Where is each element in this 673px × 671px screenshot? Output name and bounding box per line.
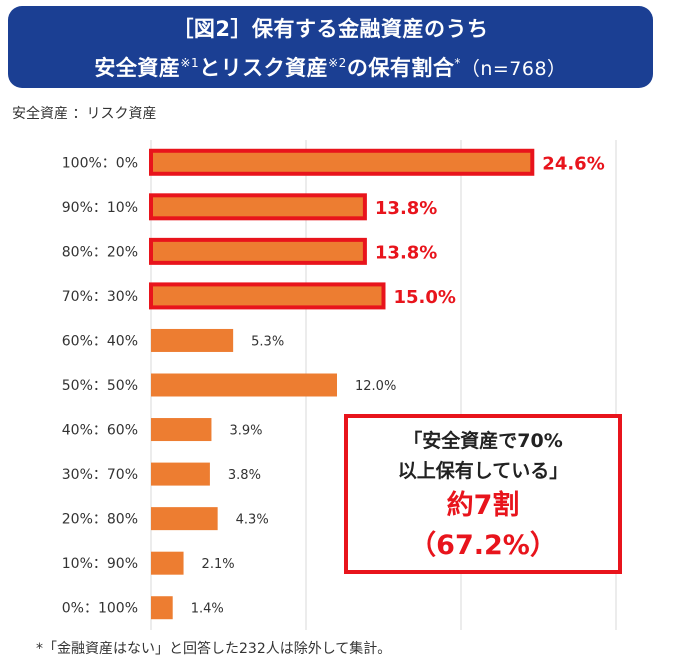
title-line-1: ［図2］保有する金融資産のうち [172,17,489,41]
category-label: 0%：100% [62,601,138,617]
callout-line-1: 「安全資産で70% [403,430,563,452]
value-label: 24.6% [542,153,604,174]
title-risk-assets: とリスク資産 [199,56,329,80]
title-note-2: ※2 [328,56,347,70]
footnote: *「金融資産はない」と回答した232人は除外して集計。 [36,641,392,657]
category-label: 30%：70% [62,467,138,483]
bar [151,462,210,486]
callout-percentage: （67.2%） [409,530,557,561]
category-label: 10%：90% [62,556,138,572]
bar [151,507,218,531]
value-label: 4.3% [236,513,269,528]
bar [151,373,337,397]
bar [151,551,184,575]
bar [149,237,367,265]
title-ratio: の保有割合 [346,56,455,80]
chart-title: ［図2］保有する金融資産のうち 安全資産※1とリスク資産※2の保有割合*（n=7… [8,6,653,88]
value-label: 12.0% [355,379,396,394]
title-sample-size: （n=768） [460,58,567,80]
category-label: 40%：60% [62,423,138,439]
bar [149,282,386,310]
category-label: 20%：80% [62,512,138,528]
category-label: 70%：30% [62,289,138,305]
labels: 100%：0% 24.6% 90%：10% 13.8% 80%：20% 13.8% 70%：… [62,153,605,616]
value-label: 5.3% [251,334,284,349]
bar [151,418,212,442]
bar [149,193,367,221]
bar [149,148,535,176]
value-label: 1.4% [191,602,224,617]
title-note-1: ※1 [180,56,200,70]
category-label: 90%：10% [62,200,138,216]
category-label: 100%：0% [62,155,138,171]
value-label: 3.9% [229,424,262,439]
axis-caption: 安全資産 ：リスク資産 [12,106,157,122]
bar [151,328,234,352]
category-label: 80%：20% [62,244,138,260]
category-label: 50%：50% [62,378,138,394]
value-label: 13.8% [375,242,437,263]
category-label: 60%：40% [62,333,138,349]
value-label: 15.0% [394,287,456,308]
callout-line-2: 以上保有している」 [397,460,569,482]
callout-box: 「安全資産で70% 以上保有している」 約7割 （67.2%） [344,414,622,574]
title-note-asterisk: * [454,56,461,70]
value-label: 2.1% [202,557,235,572]
value-label: 13.8% [375,198,437,219]
value-label: 3.8% [228,468,261,483]
callout-headline: 約7割 [446,490,520,521]
bar [151,596,173,620]
title-line-2: 安全資産※1とリスク資産※2の保有割合*（n=768） [8,46,653,86]
bars [149,148,535,620]
title-safe-assets: 安全資産 [94,56,181,80]
